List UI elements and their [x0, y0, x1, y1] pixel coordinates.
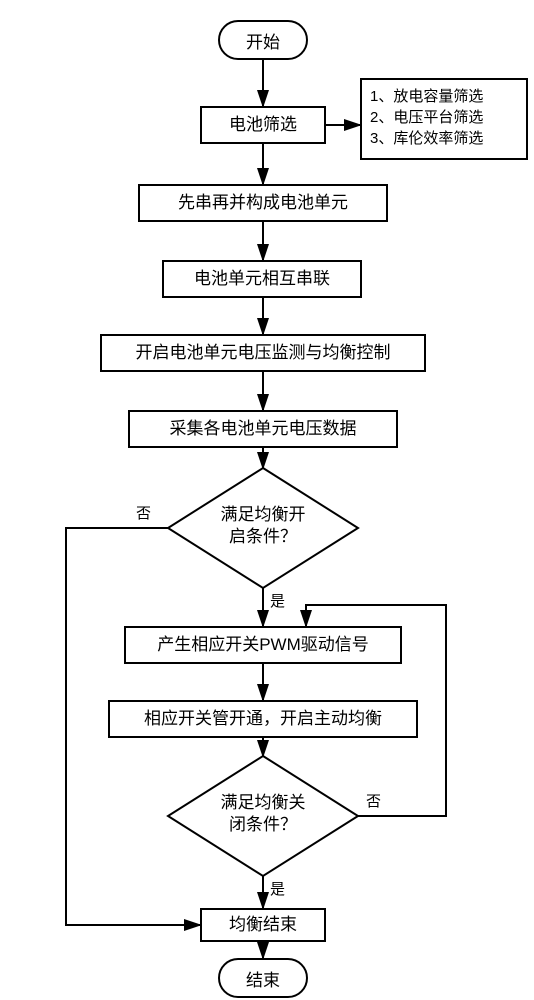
n4-process: 开启电池单元电压监测与均衡控制: [100, 334, 426, 372]
svg-text:满足均衡关闭条件？: 满足均衡关闭条件？: [221, 793, 306, 834]
end-terminal: 结束: [218, 958, 308, 998]
n3-process: 电池单元相互串联: [162, 260, 362, 298]
n5-process: 采集各电池单元电压数据: [128, 410, 398, 448]
n6-process: 产生相应开关PWM驱动信号: [124, 626, 402, 664]
svg-text:满足均衡开启条件？: 满足均衡开启条件？: [221, 505, 306, 546]
note-note: 1、放电容量筛选 2、电压平台筛选 3、库伦效率筛选: [360, 78, 528, 160]
n1-process: 电池筛选: [200, 106, 326, 144]
n8-process: 均衡结束: [200, 908, 326, 942]
label-d2_yes: 是: [270, 878, 285, 899]
n2-process: 先串再并构成电池单元: [138, 184, 388, 222]
n7-process: 相应开关管开通，开启主动均衡: [108, 700, 418, 738]
label-d1_yes: 是: [270, 590, 285, 611]
label-d1_no: 否: [136, 502, 151, 523]
flowchart-canvas: 满足均衡开启条件？ 满足均衡关闭条件？ 开始电池筛选 1、放电容量筛选 2、电压平台…: [0, 0, 534, 1000]
start-terminal: 开始: [218, 20, 308, 60]
label-d2_no: 否: [366, 790, 381, 811]
d1-diamond: [168, 468, 358, 588]
d2-diamond: [168, 756, 358, 876]
